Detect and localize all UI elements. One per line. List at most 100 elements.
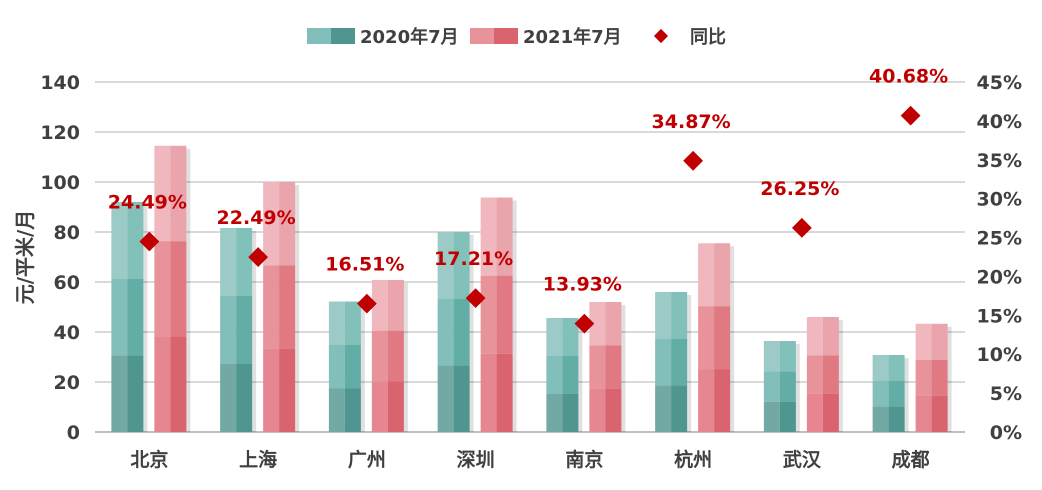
bar-2020 [328,345,345,389]
yoy-marker [139,231,160,252]
y2-tick-label: 5% [990,383,1022,405]
bar-2020 [888,406,905,432]
bar-2021 [263,348,280,432]
legend-swatch-yoy [653,28,669,44]
bar-2021 [170,145,187,242]
yoy-data-label: 26.25% [760,178,839,200]
bar-2020 [671,292,688,339]
x-tick-label: 武汉 [783,449,822,471]
bar-2021 [589,388,606,432]
bar-2021 [806,355,823,394]
legend-label-yoy: 同比 [690,27,726,48]
bar-2021 [915,359,932,396]
x-tick-label: 深圳 [457,448,495,471]
bar-2021 [154,145,171,242]
bar-2021 [806,317,823,356]
bar-2021 [931,359,948,396]
bar-2020 [344,301,361,345]
bar-2020 [655,385,672,432]
bar-2021 [605,345,622,389]
bar-2020 [888,380,905,407]
bar-2020 [779,401,796,432]
yoy-data-label: 13.93% [543,274,622,296]
bar-2020 [220,228,237,296]
bar-2020 [127,202,144,279]
yoy-data-label: 22.49% [217,207,296,229]
bar-2020 [562,356,579,394]
bar-2021 [263,265,280,349]
bar-2020 [236,228,253,296]
yoy-data-label: 17.21% [434,248,513,270]
bar-2021 [154,241,171,337]
bar-2020 [562,318,579,356]
bar-2021 [170,336,187,432]
bar-2020 [872,406,889,432]
legend-label-2020: 2020年7月 [360,26,459,48]
bar-2020 [872,355,889,381]
yoy-data-label: 24.49% [108,192,187,214]
y-tick-label: 80 [54,222,80,244]
x-tick-label: 杭州 [674,448,712,471]
bar-2020 [763,371,780,402]
bar-2020 [453,365,470,432]
bar-2020 [562,394,579,432]
bar-2020 [344,388,361,432]
x-tick-label: 北京 [130,448,168,471]
bar-2021 [915,323,932,360]
bar-2020 [671,338,688,386]
bar-2021 [806,393,823,432]
y-tick-label: 120 [40,122,80,144]
yoy-marker [791,217,812,238]
bar-2020 [453,298,470,366]
bar-2021 [480,197,497,276]
bar-2021 [480,275,497,354]
bar-2020 [236,296,253,364]
y-axis-label: 元/平米/月 [13,210,37,305]
bar-2021 [931,395,948,432]
bar-2021 [496,353,513,432]
legend-swatch-2021 [470,28,494,44]
yoy-marker [465,288,486,309]
x-tick-label: 上海 [239,448,277,471]
yoy-data-label: 16.51% [325,254,404,276]
bar-2021 [714,306,731,370]
bar-2021 [822,393,839,432]
bar-2020 [328,388,345,432]
bar-2020 [437,365,454,432]
bar-2021 [496,197,513,276]
bar-2021 [589,302,606,346]
bar-2021 [714,369,731,432]
x-tick-label: 成都 [892,448,930,471]
bar-2020 [220,364,237,432]
bar-2020 [111,202,128,279]
y-tick-label: 60 [54,272,80,294]
y-tick-label: 0 [67,422,80,444]
y-tick-label: 100 [40,172,80,194]
y2-tick-label: 0% [990,422,1022,444]
legend-label-2021: 2021年7月 [523,26,622,48]
y2-tick-label: 20% [977,266,1022,288]
bar-2020 [872,380,889,407]
y2-tick-label: 35% [977,150,1022,172]
bar-2020 [546,318,563,356]
bar-2021 [170,241,187,337]
bar-2020 [655,292,672,339]
bar-2021 [279,348,296,432]
bar-2021 [698,306,715,370]
bar-2020 [344,345,361,389]
bar-2020 [779,341,796,372]
yoy-marker [683,150,704,171]
y2-tick-label: 10% [977,344,1022,366]
bar-2020 [127,355,144,432]
bar-2021 [279,265,296,349]
bar-2021 [154,336,171,432]
bar-2021 [263,182,280,266]
bar-2020 [111,278,128,356]
bar-2020 [779,371,796,402]
yoy-data-label: 34.87% [652,111,731,133]
legend-swatch-2020 [331,28,355,44]
bar-2021 [605,388,622,432]
bar-2020 [111,355,128,432]
